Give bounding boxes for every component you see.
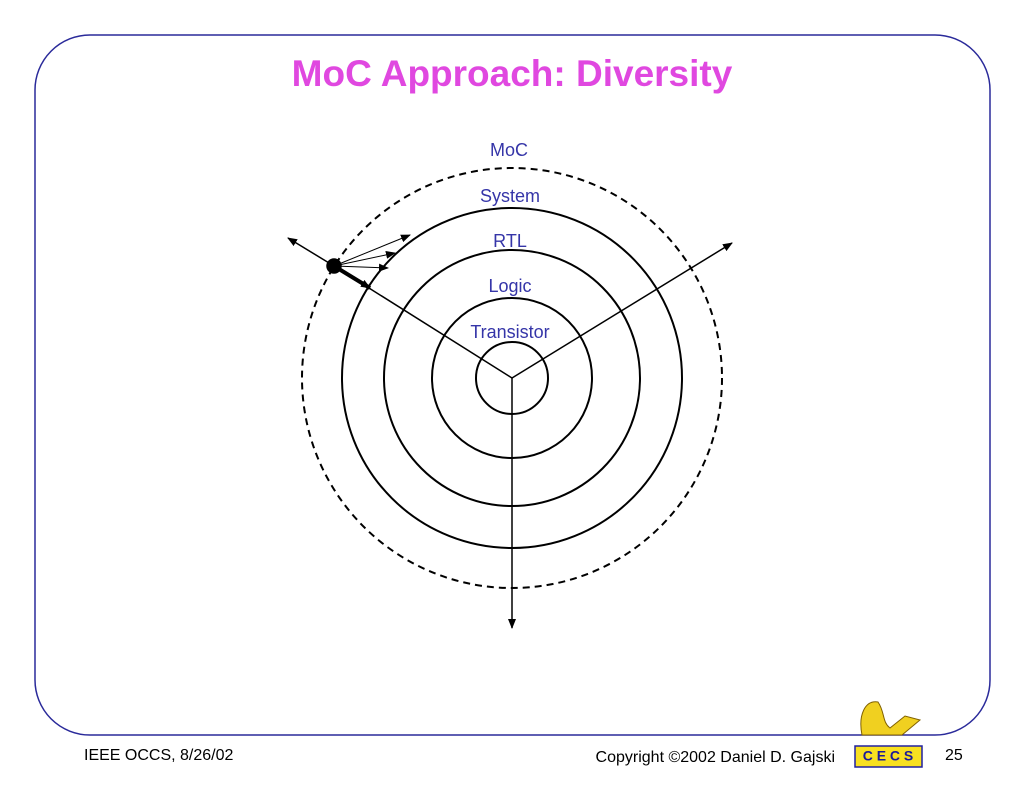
logo: C E C S: [854, 701, 923, 768]
ring-label: MoC: [490, 140, 528, 160]
footer-left: IEEE OCCS, 8/26/02: [84, 747, 234, 764]
axes: [287, 234, 733, 629]
option-arrow: [333, 234, 411, 267]
ring-label: Transistor: [470, 322, 549, 342]
footer-copyright: Copyright ©2002 Daniel D. Gajski: [596, 749, 835, 766]
ring-label: Logic: [488, 276, 531, 296]
design-point: [326, 258, 342, 274]
ring-label: RTL: [493, 231, 527, 251]
option-arrow: [333, 250, 396, 267]
logo-figure: [860, 701, 922, 736]
axis-arrow: [511, 242, 733, 379]
option-arrow: [333, 263, 389, 272]
ring-label: System: [480, 186, 540, 206]
logo-text: C E C S: [863, 748, 914, 764]
axis-arrow: [287, 237, 335, 267]
logo-box: [854, 745, 923, 768]
slide-border: [34, 34, 991, 736]
slide-title: MoC Approach: Diversity: [292, 53, 733, 94]
page-number: 25: [945, 747, 963, 764]
